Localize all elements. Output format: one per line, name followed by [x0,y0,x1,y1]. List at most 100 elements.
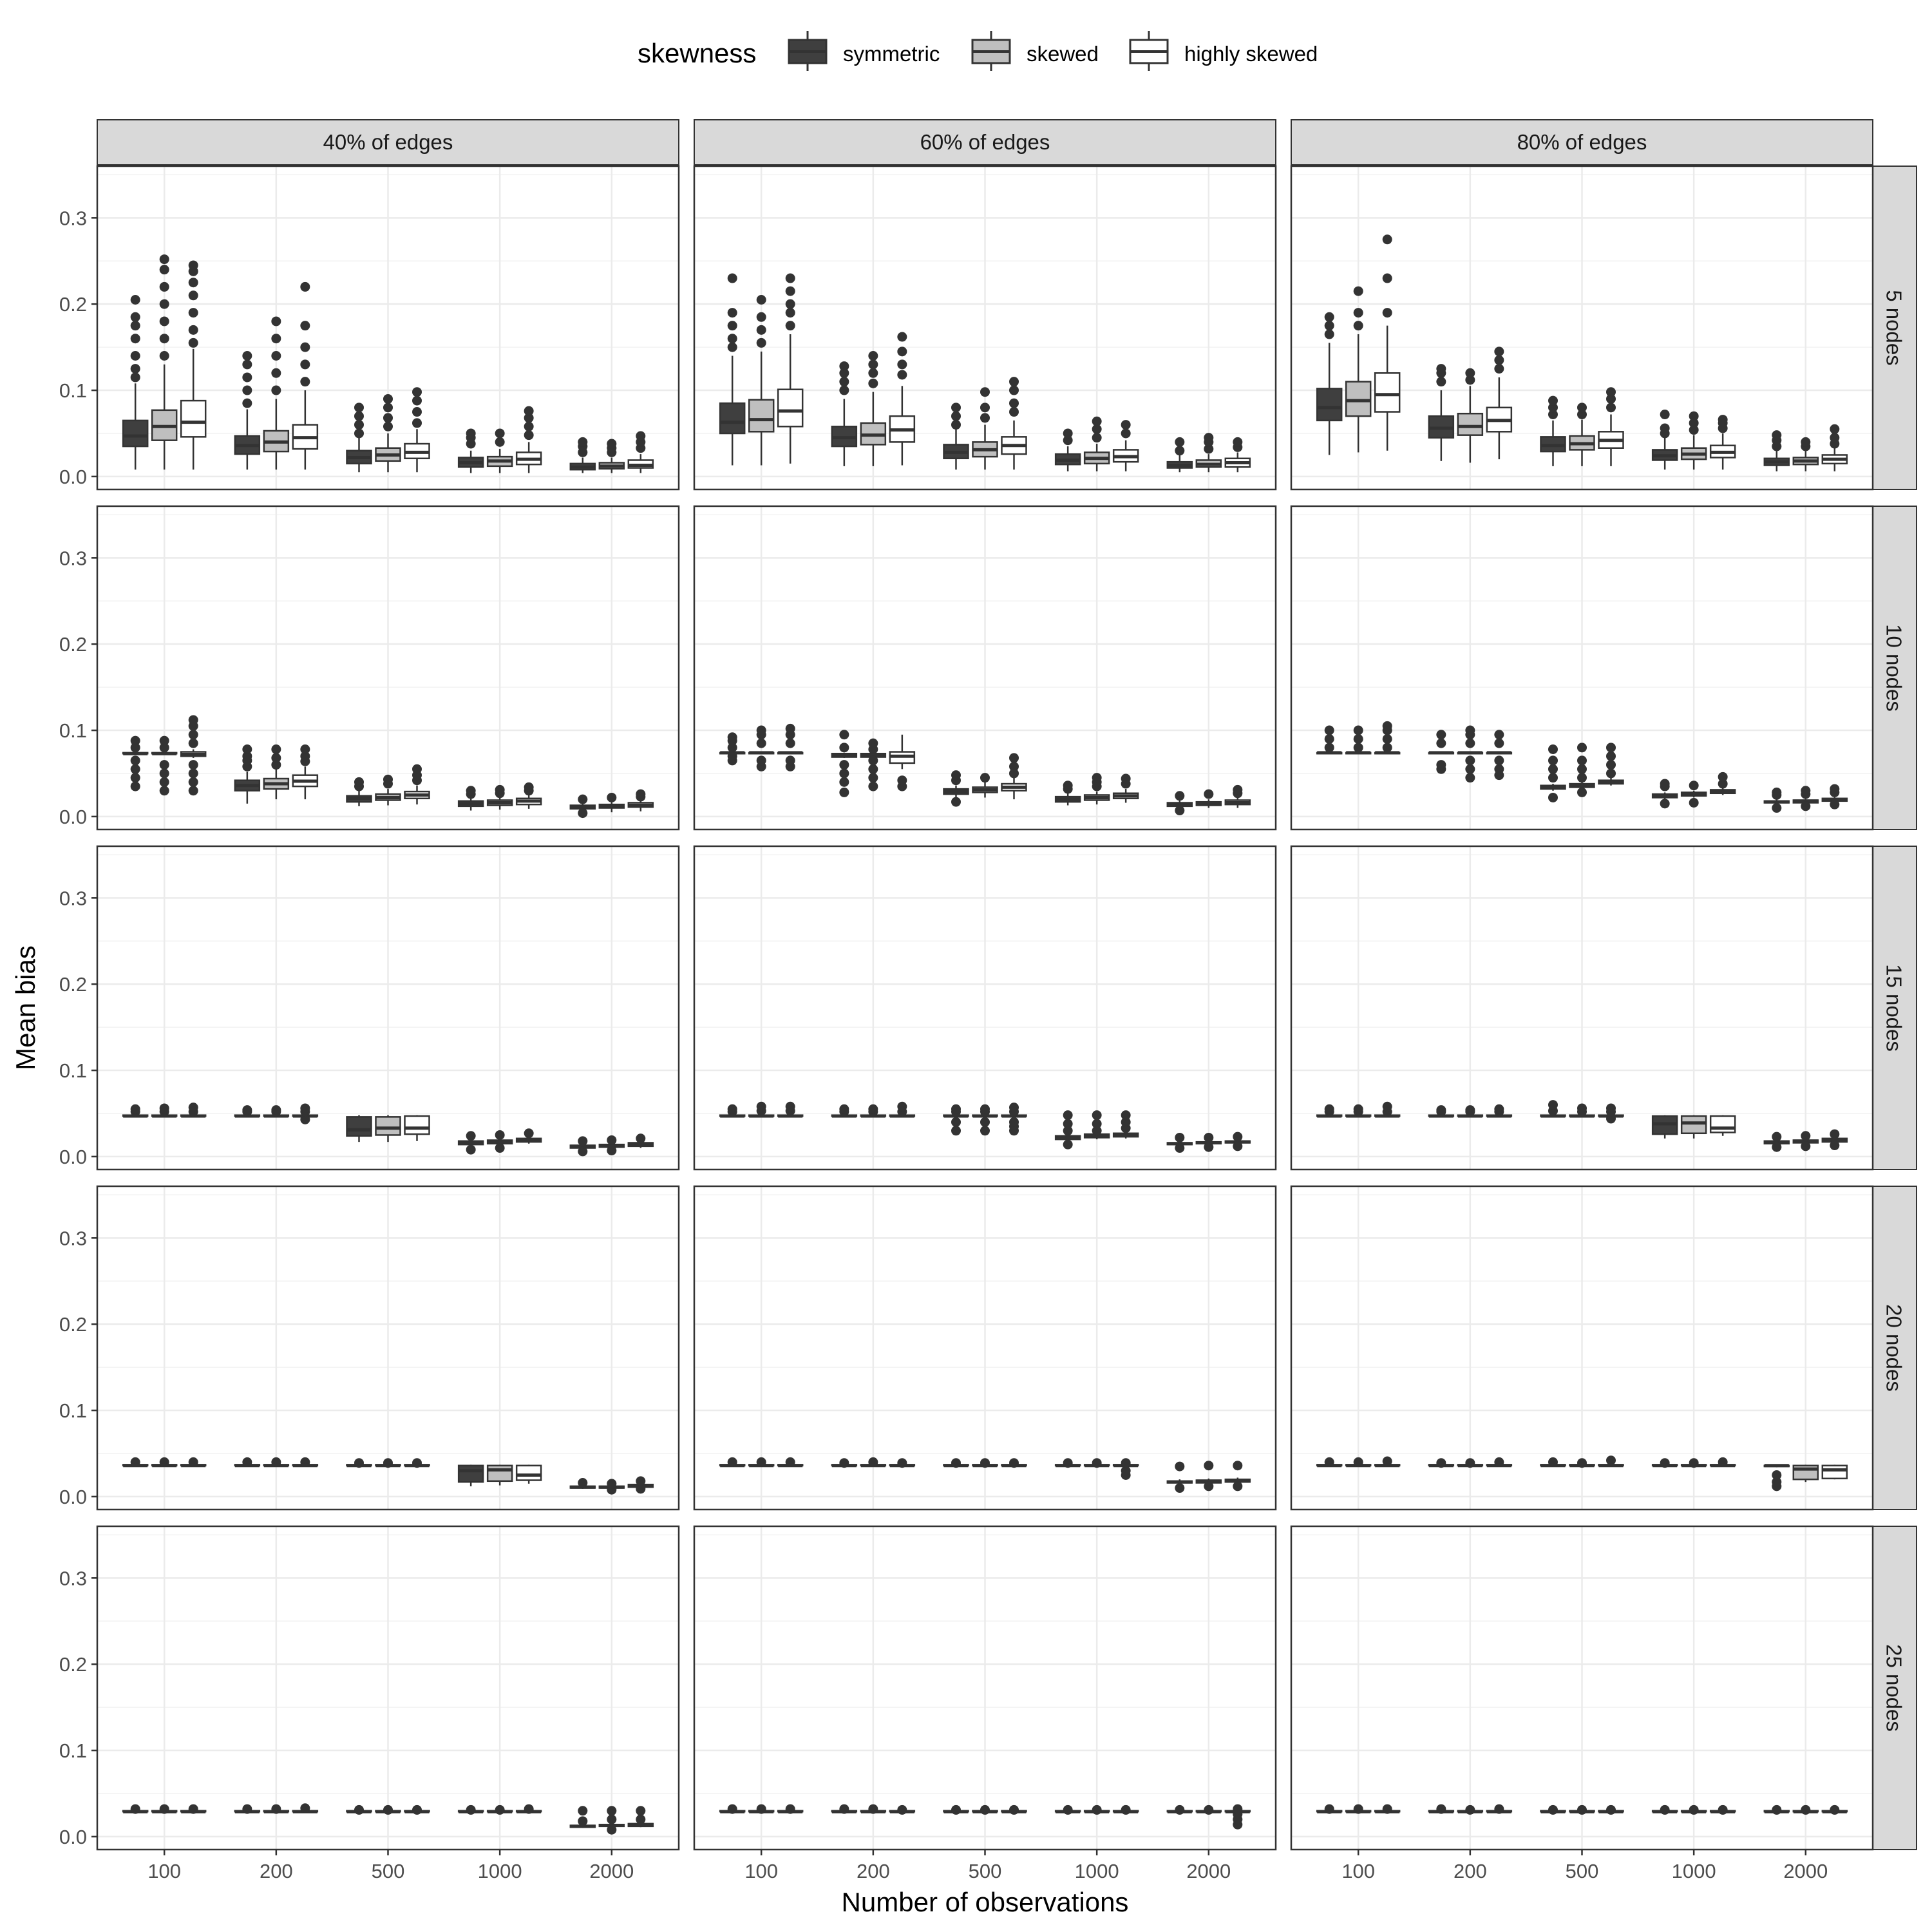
outlier-point [839,743,849,753]
outlier-point [1689,418,1699,428]
outlier-point [785,299,795,309]
outlier-point [130,755,140,766]
legend-label-0: symmetric [843,42,940,66]
outlier-point [130,781,140,791]
outlier-point [1382,234,1392,245]
outlier-point [1577,1804,1587,1815]
panel-border [693,845,1277,1171]
outlier-point [1718,1457,1728,1467]
outlier-point [1718,415,1728,425]
outlier-point [1548,1804,1558,1815]
outlier-point [1233,1461,1243,1471]
outlier-point [1606,1103,1616,1113]
legend-label-1: skewed [1027,42,1099,66]
outlier-point [756,312,766,322]
outlier-point [1382,308,1392,318]
outlier-point [1092,1119,1102,1129]
outlier-point [897,332,907,342]
outlier-point [1689,798,1699,808]
panel-3-2 [1291,1186,1873,1510]
outlier-point [868,764,878,774]
outlier-point [383,421,393,431]
outlier-point [839,368,849,378]
x-tick-label: 2000 [1783,1860,1828,1882]
y-tick-label: 0.2 [59,1653,87,1676]
y-tick-label: 0.0 [59,1146,87,1168]
y-tick-label: 0.3 [59,547,87,569]
outlier-point [188,325,198,335]
x-tick-label: 500 [372,1860,405,1882]
panel-3-0 [97,1186,679,1510]
panel-border [1290,165,1874,491]
outlier-point [1092,1458,1102,1468]
outlier-point [980,387,990,397]
outlier-point [188,1804,198,1814]
y-tick-label: 0.1 [59,1059,87,1082]
outlier-point [159,316,169,327]
outlier-point [242,751,252,761]
outlier-point [868,368,878,378]
outlier-point [1660,1458,1670,1468]
outlier-point [607,792,617,802]
box-skewed [1345,381,1372,417]
outlier-point [383,774,393,784]
outlier-point [1175,791,1185,801]
outlier-point [785,273,795,283]
box-symmetric [1316,388,1343,422]
outlier-point [785,738,795,748]
outlier-point [1436,1105,1446,1115]
outlier-point [868,755,878,766]
outlier-point [897,359,907,370]
outlier-point [1009,1117,1019,1127]
column-strip-label-0: 40% of edges [323,130,453,154]
outlier-point [607,1814,617,1824]
outlier-point [383,413,393,423]
outlier-point [1382,734,1392,744]
panel-boxes-3-0 [122,1457,654,1495]
outlier-point [897,1101,907,1112]
outlier-point [412,1458,422,1468]
outlier-point [1092,773,1102,783]
outlier-point [1382,1456,1392,1466]
outlier-point [839,730,849,740]
outlier-point [524,406,534,416]
outlier-point [1204,1142,1214,1152]
outlier-point [1830,1129,1840,1139]
outlier-point [412,418,422,428]
outlier-point [300,359,310,370]
outlier-point [300,321,310,331]
outlier-point [1494,755,1504,766]
outlier-point [839,1104,849,1114]
outlier-point [980,1126,990,1136]
outlier-point [300,342,310,352]
outlier-point [383,1804,393,1815]
outlier-point [1689,1804,1699,1815]
outlier-point [1233,1141,1243,1151]
outlier-point [1606,760,1616,770]
panel-border [96,1185,680,1511]
box-highly-skewed [777,388,804,428]
outlier-point [1436,738,1446,748]
outlier-point [130,294,140,305]
outlier-point [607,1135,617,1145]
outlier-point [1324,329,1334,339]
outlier-point [1121,1458,1131,1468]
outlier-point [271,760,281,770]
outlier-point [159,777,169,787]
legend-label-2: highly skewed [1184,42,1318,66]
outlier-point [1009,768,1019,779]
panel-boxes-4-1 [719,1804,1251,1830]
panel-boxes-3-1 [719,1457,1251,1493]
outlier-point [785,723,795,734]
outlier-point [951,420,961,430]
outlier-point [242,1804,252,1814]
outlier-point [1121,420,1131,430]
x-tick-label: 200 [260,1860,293,1882]
outlier-point [1204,444,1214,454]
outlier-point [727,1804,737,1814]
outlier-point [727,334,737,344]
outlier-point [159,265,169,275]
panel-boxes-0-1 [719,273,1251,473]
outlier-point [1577,755,1587,766]
